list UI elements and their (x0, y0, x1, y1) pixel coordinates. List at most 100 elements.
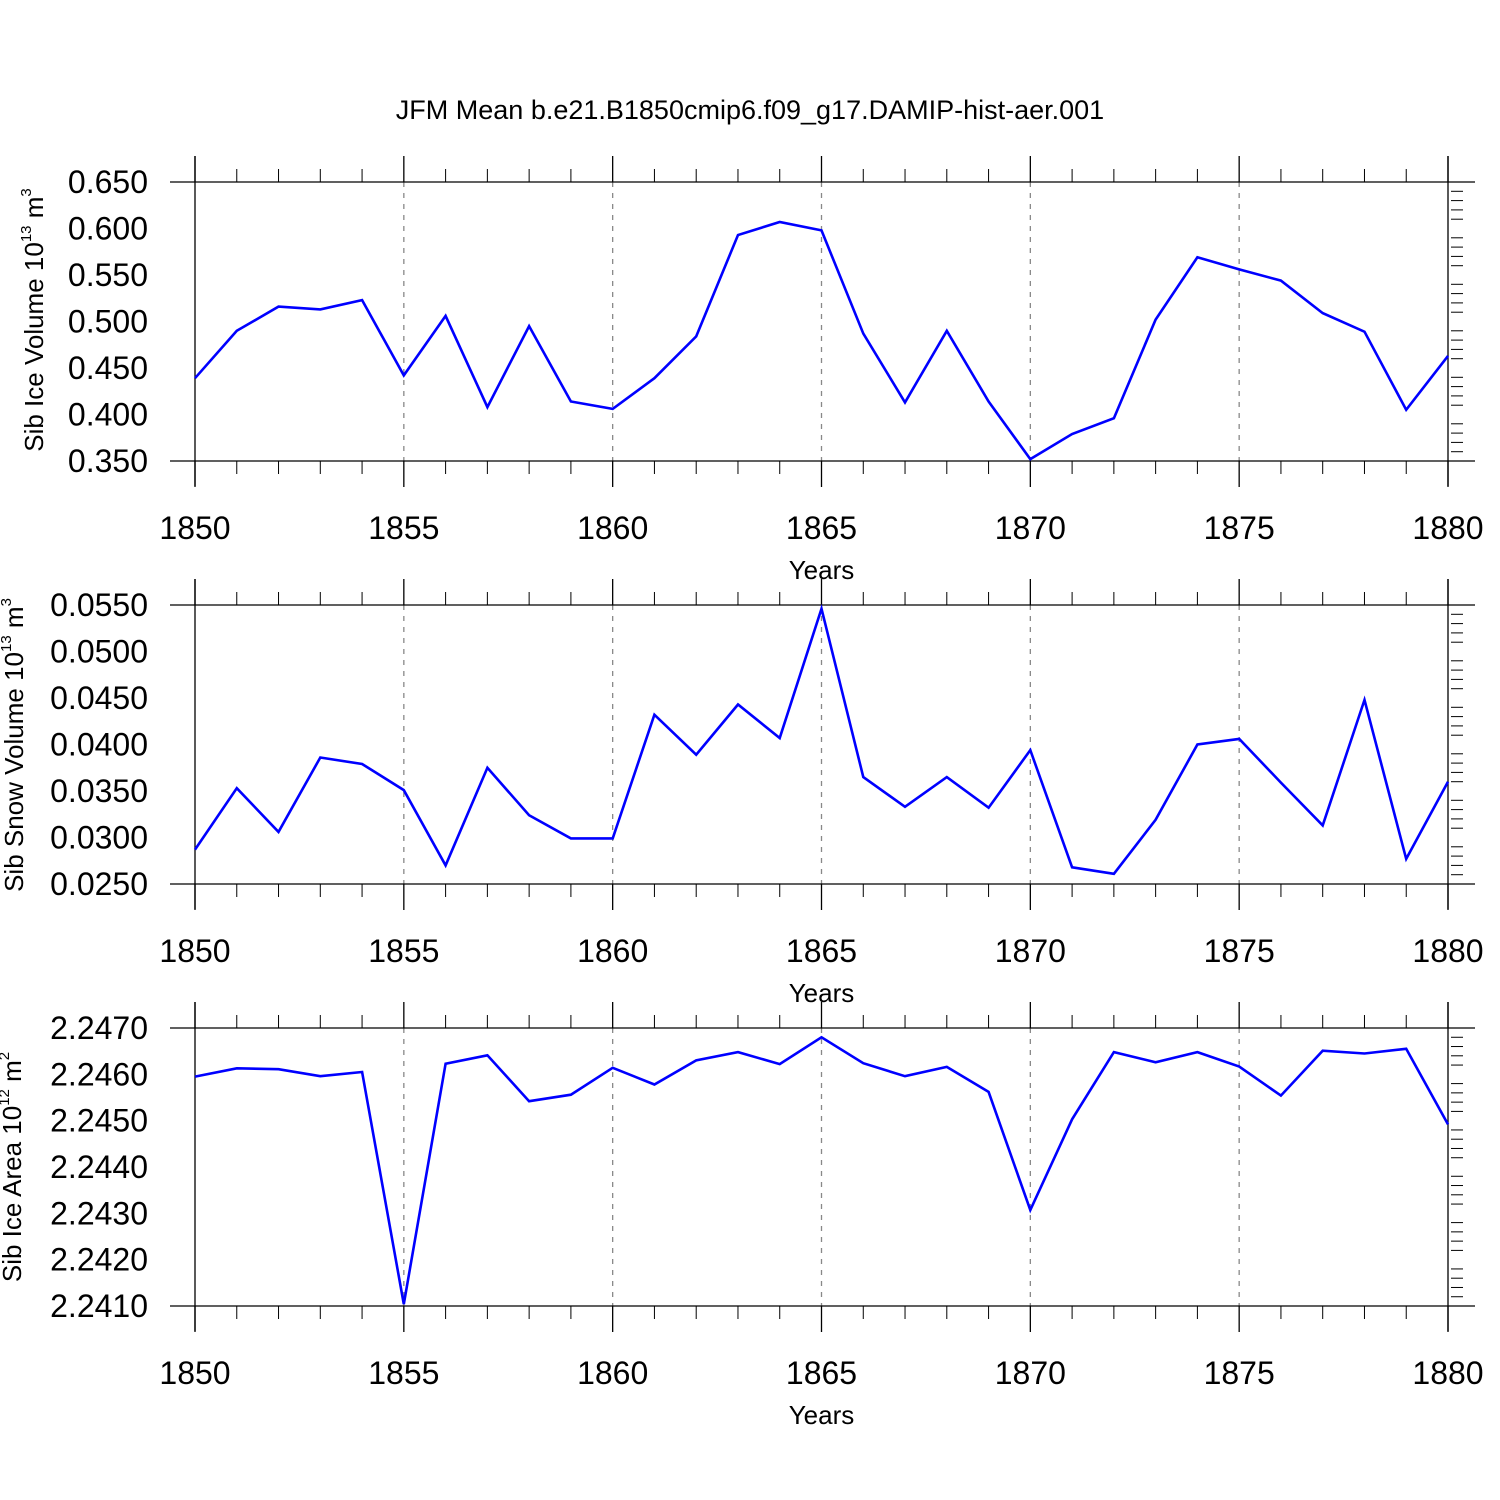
y-tick-label: 0.0350 (50, 773, 148, 809)
y-axis-label-exp: 13 (18, 225, 35, 242)
y-tick-label: 0.350 (68, 443, 148, 479)
y-axis-label-mid: m (0, 1060, 27, 1089)
y-tick-label: 0.0550 (50, 587, 148, 623)
y-tick-label: 2.2420 (50, 1242, 148, 1278)
x-tick-label: 1850 (159, 933, 230, 969)
data-point (444, 1062, 448, 1066)
data-point (1446, 1122, 1450, 1126)
data-point (987, 806, 991, 810)
data-point (736, 1050, 740, 1054)
x-tick-label: 1875 (1204, 1355, 1275, 1391)
data-point (1070, 432, 1074, 436)
data-point (1237, 1064, 1241, 1068)
x-tick-label: 1875 (1204, 510, 1275, 546)
data-point (360, 762, 364, 766)
x-tick-label: 1855 (368, 933, 439, 969)
data-point (1154, 318, 1158, 322)
data-point (903, 805, 907, 809)
data-point (903, 1074, 907, 1078)
y-tick-label: 2.2450 (50, 1103, 148, 1139)
chart-panel-1: 1850 1855 1860 1865 1870 1875 1880 0.650 0.600 0.… (18, 156, 1484, 585)
data-point (820, 607, 824, 611)
data-point (235, 1066, 239, 1070)
y-tick-label: 0.0400 (50, 727, 148, 763)
data-point (611, 1066, 615, 1070)
figure-title: JFM Mean b.e21.B1850cmip6.f09_g17.DAMIP-… (396, 95, 1104, 125)
data-point (778, 736, 782, 740)
data-point (1321, 823, 1325, 827)
data-point (318, 307, 322, 311)
y-tick-label: 0.450 (68, 350, 148, 386)
x-tick-label: 1850 (159, 1355, 230, 1391)
data-point (1362, 1051, 1366, 1055)
y-tick-label: 2.2410 (50, 1288, 148, 1324)
data-point (444, 314, 448, 318)
data-point (485, 766, 489, 770)
y-tick-label: 0.0250 (50, 866, 148, 902)
data-point (277, 1067, 281, 1071)
data-point (611, 407, 615, 411)
data-point (736, 703, 740, 707)
x-tick-label: 1865 (786, 510, 857, 546)
data-point (277, 305, 281, 309)
data-point (1446, 354, 1450, 358)
data-point (652, 713, 656, 717)
data-point (277, 830, 281, 834)
data-point (736, 233, 740, 237)
y-tick-label: 0.400 (68, 397, 148, 433)
data-point (569, 1093, 573, 1097)
data-point (1154, 1060, 1158, 1064)
data-point (527, 1099, 531, 1103)
y-tick-label: 2.2430 (50, 1195, 148, 1231)
x-tick-label: 1860 (577, 933, 648, 969)
data-point (1028, 457, 1032, 461)
data-point (1362, 698, 1366, 702)
y-axis-label-mid: m (19, 197, 49, 226)
data-point (903, 400, 907, 404)
x-tick-label: 1870 (995, 510, 1066, 546)
data-point (1321, 311, 1325, 315)
x-tick-label: 1855 (368, 510, 439, 546)
y-axis-label-mid: m (0, 606, 29, 635)
x-tick-label: 1860 (577, 1355, 648, 1391)
y-axis-label-exp: 13 (0, 635, 15, 652)
data-point (527, 813, 531, 817)
x-tick-label: 1870 (995, 933, 1066, 969)
y-tick-label: 0.550 (68, 257, 148, 293)
data-point (1237, 737, 1241, 741)
data-point (1237, 267, 1241, 271)
series-line (194, 220, 1450, 461)
data-point (485, 1053, 489, 1057)
x-tick-label: 1865 (786, 1355, 857, 1391)
y-tick-label: 0.0500 (50, 634, 148, 670)
y-axis-label: Sib Ice Volume 1013 m3 (18, 188, 49, 452)
data-point (1028, 748, 1032, 752)
data-point (193, 1075, 197, 1079)
data-point (569, 399, 573, 403)
data-point (1028, 1208, 1032, 1212)
data-point (945, 1065, 949, 1069)
data-point (945, 775, 949, 779)
data-point (235, 786, 239, 790)
data-point (1195, 743, 1199, 747)
data-point (778, 220, 782, 224)
data-point (485, 405, 489, 409)
y-axis-label-unit-exp: 2 (0, 1052, 13, 1060)
data-point (402, 1302, 406, 1306)
data-point (945, 329, 949, 333)
data-point (318, 1074, 322, 1078)
x-tick-label: 1860 (577, 510, 648, 546)
data-point (318, 756, 322, 760)
data-point (360, 298, 364, 302)
y-axis-label-unit-exp: 3 (0, 598, 15, 606)
data-point (1195, 255, 1199, 259)
data-point (1279, 781, 1283, 785)
chart-panel-3: 1850 1855 1860 1865 1870 1875 1880 2.2470 2.2460… (0, 1002, 1484, 1430)
data-point (987, 399, 991, 403)
data-point (193, 376, 197, 380)
data-point (652, 1083, 656, 1087)
data-point (569, 836, 573, 840)
data-point (1112, 1050, 1116, 1054)
data-point (402, 373, 406, 377)
y-axis-label-unit-exp: 3 (18, 188, 35, 196)
